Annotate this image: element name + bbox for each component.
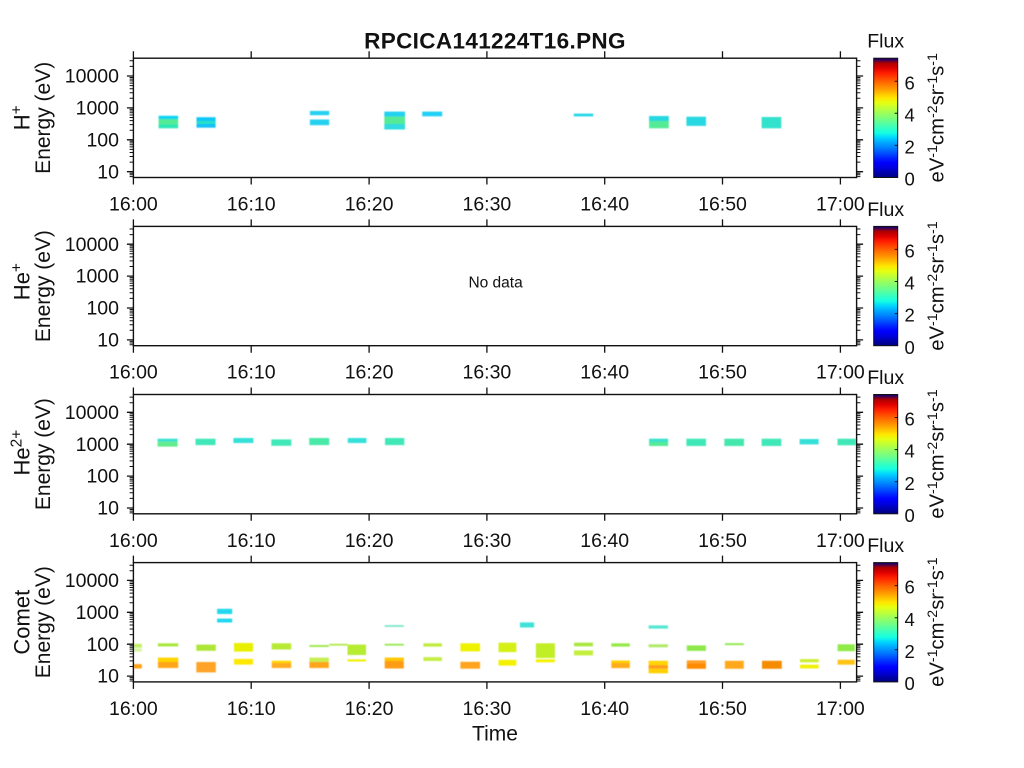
svg-text:0: 0: [905, 673, 915, 694]
svg-text:1000: 1000: [76, 266, 120, 288]
svg-text:4: 4: [905, 273, 915, 294]
svg-text:Energy (eV): Energy (eV): [32, 566, 55, 678]
svg-text:16:40: 16:40: [580, 362, 629, 384]
svg-text:17:00: 17:00: [816, 530, 865, 552]
svg-text:2: 2: [905, 137, 915, 158]
svg-text:10000: 10000: [65, 66, 119, 88]
svg-text:0: 0: [905, 505, 915, 526]
svg-text:10000: 10000: [65, 234, 119, 256]
svg-text:Energy (eV): Energy (eV): [32, 230, 55, 342]
svg-text:10000: 10000: [65, 570, 119, 592]
svg-text:10: 10: [97, 666, 119, 688]
svg-text:4: 4: [905, 104, 915, 125]
svg-text:6: 6: [905, 409, 915, 430]
svg-text:1000: 1000: [76, 98, 120, 120]
svg-text:RPCICA141224T16.PNG: RPCICA141224T16.PNG: [364, 29, 626, 54]
svg-text:0: 0: [905, 169, 915, 190]
svg-text:16:40: 16:40: [580, 194, 629, 216]
svg-text:16:50: 16:50: [698, 194, 747, 216]
svg-text:2: 2: [905, 305, 915, 326]
svg-text:Flux: Flux: [867, 535, 904, 557]
svg-text:16:10: 16:10: [227, 362, 276, 384]
svg-text:16:20: 16:20: [345, 194, 394, 216]
svg-text:Flux: Flux: [867, 199, 904, 221]
svg-text:16:00: 16:00: [109, 194, 158, 216]
svg-text:2: 2: [905, 473, 915, 494]
svg-text:6: 6: [905, 577, 915, 598]
svg-text:Energy (eV): Energy (eV): [32, 398, 55, 510]
svg-text:16:40: 16:40: [580, 530, 629, 552]
svg-text:16:40: 16:40: [580, 698, 629, 720]
svg-text:16:00: 16:00: [109, 530, 158, 552]
svg-text:16:20: 16:20: [345, 698, 394, 720]
svg-text:No data: No data: [468, 275, 523, 292]
svg-text:16:50: 16:50: [698, 698, 747, 720]
svg-text:17:00: 17:00: [816, 362, 865, 384]
svg-text:100: 100: [86, 466, 119, 488]
svg-text:16:30: 16:30: [462, 698, 511, 720]
svg-text:16:30: 16:30: [462, 194, 511, 216]
svg-text:16:10: 16:10: [227, 194, 276, 216]
svg-text:16:10: 16:10: [227, 698, 276, 720]
svg-text:2: 2: [905, 641, 915, 662]
svg-text:16:20: 16:20: [345, 530, 394, 552]
svg-text:100: 100: [86, 634, 119, 656]
svg-text:Comet: Comet: [10, 590, 35, 655]
svg-text:Flux: Flux: [867, 367, 904, 389]
svg-text:17:00: 17:00: [816, 698, 865, 720]
svg-text:16:10: 16:10: [227, 530, 276, 552]
svg-text:4: 4: [905, 441, 915, 462]
svg-text:16:50: 16:50: [698, 530, 747, 552]
svg-text:Time: Time: [472, 723, 518, 746]
svg-text:16:30: 16:30: [462, 362, 511, 384]
svg-text:100: 100: [86, 129, 119, 151]
svg-text:10000: 10000: [65, 402, 119, 424]
svg-text:6: 6: [905, 72, 915, 93]
svg-text:Flux: Flux: [867, 31, 904, 53]
svg-text:0: 0: [905, 337, 915, 358]
svg-text:10: 10: [97, 161, 119, 183]
svg-text:16:50: 16:50: [698, 362, 747, 384]
svg-text:17:00: 17:00: [816, 194, 865, 216]
svg-text:eV-1cm-2sr-1s-1: eV-1cm-2sr-1s-1: [925, 221, 948, 351]
svg-text:4: 4: [905, 609, 915, 630]
svg-text:16:30: 16:30: [462, 530, 511, 552]
svg-text:100: 100: [86, 298, 119, 320]
svg-text:6: 6: [905, 241, 915, 262]
svg-text:16:20: 16:20: [345, 362, 394, 384]
svg-text:1000: 1000: [76, 434, 120, 456]
svg-text:10: 10: [97, 330, 119, 352]
svg-text:Energy (eV): Energy (eV): [32, 62, 55, 174]
svg-text:1000: 1000: [76, 602, 120, 624]
svg-text:16:00: 16:00: [109, 698, 158, 720]
svg-text:16:00: 16:00: [109, 362, 158, 384]
svg-text:10: 10: [97, 498, 119, 520]
